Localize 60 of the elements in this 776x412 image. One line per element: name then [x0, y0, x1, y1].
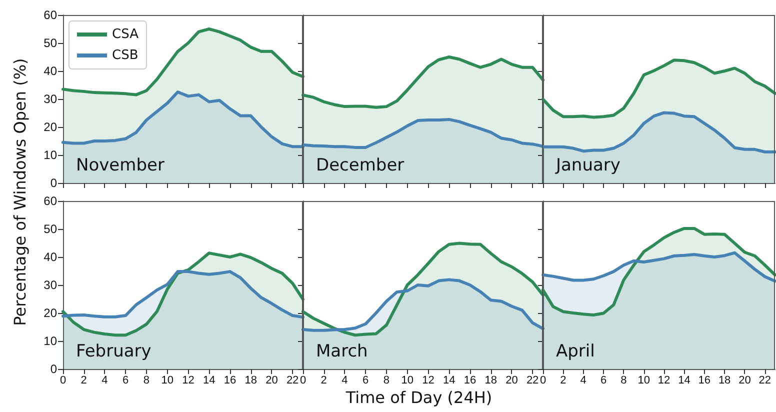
x-tick-label: 6: [122, 374, 129, 386]
x-tick-label: 8: [620, 374, 627, 386]
x-tick-label: 18: [244, 374, 257, 386]
x-tick-label: 6: [362, 374, 369, 386]
x-tick-label: 4: [580, 374, 586, 386]
x-tick-label: 2: [560, 374, 566, 386]
x-tick-label: 22: [526, 374, 539, 386]
x-tick-label: 0: [540, 374, 546, 386]
x-tick-label: 4: [102, 374, 108, 386]
y-tick-label: 0: [50, 176, 58, 190]
text: January: [555, 156, 620, 176]
y-tick-label: 10: [44, 148, 58, 162]
x-tick-label: 16: [464, 374, 476, 386]
x-tick-label: 0: [60, 374, 66, 386]
legend-label: CSB: [112, 48, 138, 63]
text: March: [316, 342, 368, 362]
y-tick-label: 60: [44, 194, 58, 208]
x-tick-label: 4: [342, 374, 348, 386]
x-tick-label: 20: [266, 374, 278, 386]
y-tick-label: 30: [44, 278, 58, 292]
y-tick-label: 50: [44, 36, 58, 50]
y-tick-label: 30: [44, 92, 58, 106]
x-tick-label: 22: [758, 374, 772, 386]
y-tick-label: 40: [44, 250, 58, 264]
x-tick-label: 10: [638, 374, 650, 386]
x-tick-label: 12: [422, 374, 434, 386]
x-tick-label: 14: [202, 374, 216, 386]
x-tick-label: 8: [383, 374, 390, 386]
x-tick-label: 8: [143, 374, 150, 386]
x-tick-label: 20: [506, 374, 518, 386]
x-tick-label: 12: [182, 374, 194, 386]
x-tick-label: 20: [738, 374, 751, 386]
y-axis-title: Percentage of Windows Open (%): [10, 58, 30, 326]
text: April: [556, 342, 595, 362]
text: February: [76, 342, 152, 362]
text: November: [76, 156, 164, 176]
y-tick-label: 20: [44, 306, 58, 320]
x-tick-label: 22: [286, 374, 299, 386]
x-tick-label: 12: [658, 374, 670, 386]
x-tick-label: 14: [678, 374, 690, 386]
x-tick-label: 10: [401, 374, 414, 386]
y-tick-label: 10: [44, 334, 58, 348]
y-tick-label: 40: [44, 64, 58, 78]
x-tick-label: 14: [442, 374, 456, 386]
x-tick-label: 18: [484, 374, 497, 386]
x-tick-label: 10: [161, 374, 174, 386]
x-tick-label: 18: [718, 374, 731, 386]
x-tick-label: 2: [320, 374, 327, 386]
x-tick-label: 2: [80, 374, 87, 386]
text: December: [316, 156, 404, 176]
x-axis-title: Time of Day (24H): [346, 388, 492, 407]
y-tick-label: 60: [44, 8, 58, 22]
x-tick-label: 16: [698, 374, 711, 386]
y-tick-label: 50: [44, 222, 58, 236]
x-tick-label: 0: [300, 374, 306, 386]
x-tick-label: 6: [600, 374, 607, 386]
y-tick-label: 20: [44, 120, 58, 134]
x-tick-label: 16: [224, 374, 236, 386]
y-tick-label: 0: [50, 362, 58, 376]
legend-label: CSA: [112, 27, 139, 42]
